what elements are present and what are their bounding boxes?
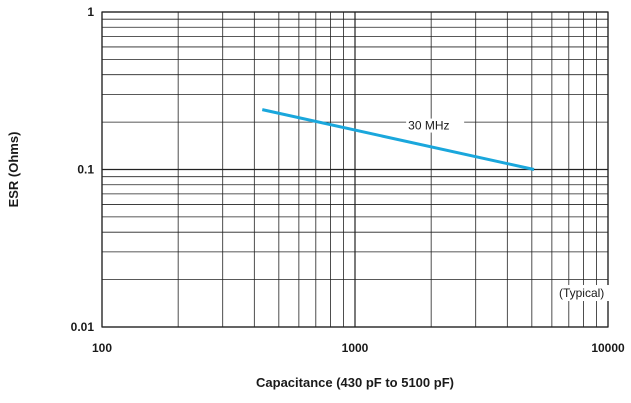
- plot-frame: [101, 11, 609, 328]
- y-tick-label: 1: [87, 5, 94, 19]
- series-line: [261, 108, 535, 171]
- x-axis-title: Capacitance (430 pF to 5100 pF): [256, 375, 454, 390]
- annotations: (Typical): [556, 285, 621, 302]
- y-axis-title: ESR (Ohms): [6, 132, 21, 208]
- x-tick-label: 10000: [591, 341, 625, 355]
- tick-labels: 100 1000 10000 0.01 0.1 1: [71, 5, 625, 355]
- series-layer: 30 MHz: [261, 108, 535, 171]
- annotation-typical: (Typical): [559, 286, 604, 300]
- annotation-background: [556, 285, 621, 302]
- x-tick-label: 100: [92, 341, 112, 355]
- y-tick-label: 0.1: [77, 163, 94, 177]
- series-label-background: [406, 118, 465, 133]
- y-tick-label: 0.01: [71, 320, 95, 334]
- series-label: 30 MHz: [408, 119, 449, 133]
- x-tick-label: 1000: [342, 341, 369, 355]
